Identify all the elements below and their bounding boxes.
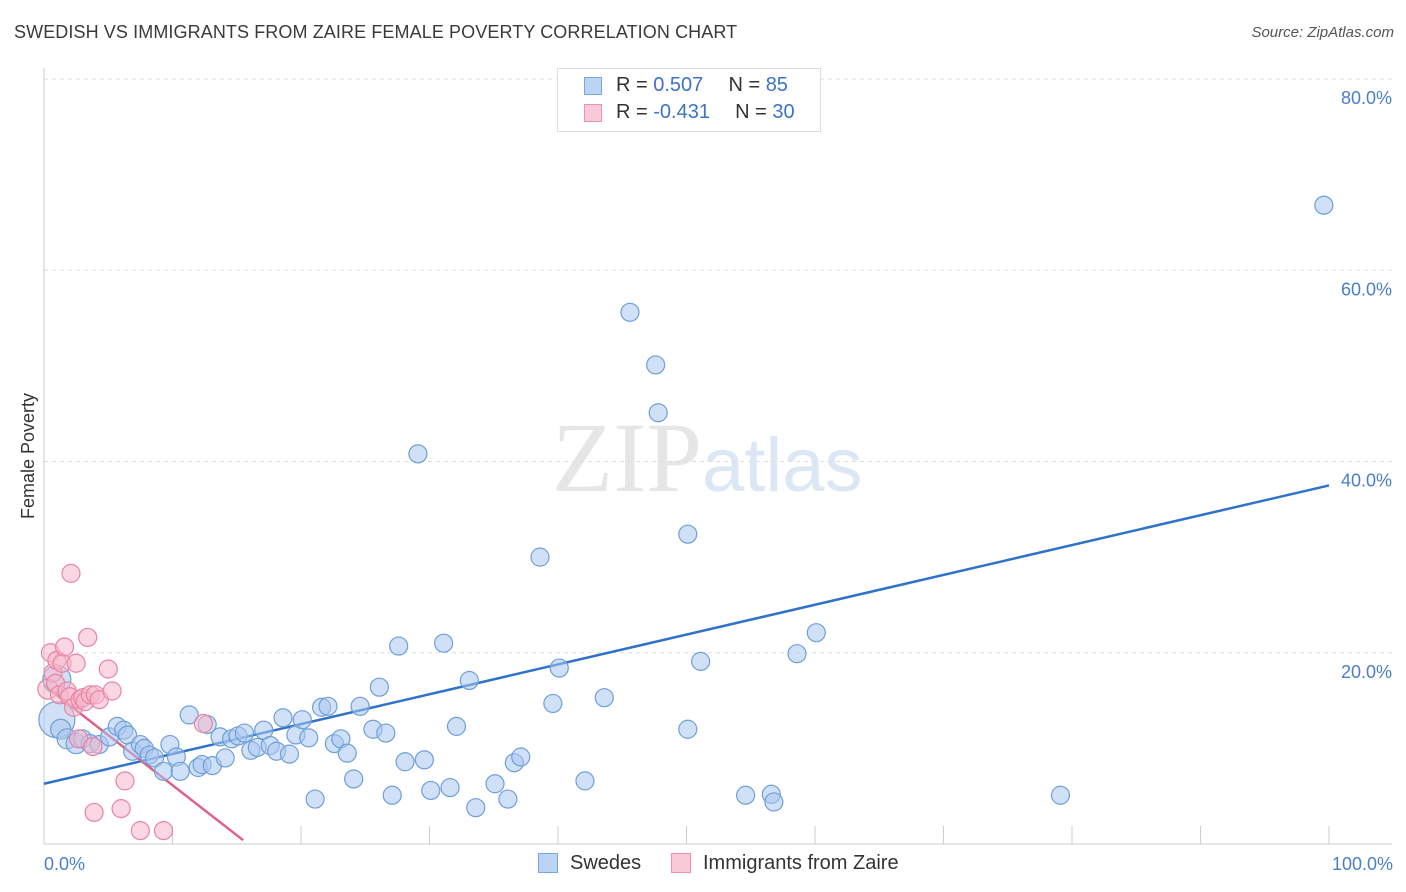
swedes-point bbox=[279, 744, 300, 764]
y-tick-label: 20.0% bbox=[1341, 662, 1392, 682]
swedes-point bbox=[806, 623, 826, 643]
swedes-point bbox=[292, 710, 312, 730]
swedes-point bbox=[691, 651, 711, 671]
swedes-point bbox=[678, 524, 698, 544]
swedes-point bbox=[153, 761, 174, 781]
swedes-point bbox=[543, 693, 563, 714]
swedes-point bbox=[446, 716, 467, 736]
legend-text-zaire: R = -0.431 N = 30 bbox=[616, 101, 795, 124]
watermark-zip: ZIP bbox=[552, 402, 702, 513]
swedes-point bbox=[498, 789, 518, 809]
y-tick-label: 60.0% bbox=[1341, 279, 1392, 299]
swedes-point bbox=[620, 302, 640, 322]
zaire-point bbox=[115, 771, 135, 791]
swedes-point bbox=[144, 748, 165, 768]
legend-n-label: N = bbox=[728, 74, 766, 96]
bottom-legend-label-swedes: Swedes bbox=[570, 852, 642, 874]
stats-legend: R = 0.507 N = 85 R = -0.431 N = 30 bbox=[557, 68, 821, 132]
y-tick-label: 80.0% bbox=[1341, 88, 1392, 108]
swedes-point bbox=[434, 633, 454, 653]
swedes-point bbox=[376, 723, 396, 743]
zaire-point bbox=[78, 627, 98, 648]
zaire-point bbox=[102, 681, 122, 701]
swedes-point bbox=[511, 747, 531, 767]
zaire-point bbox=[153, 821, 174, 841]
legend-swatch-blue bbox=[584, 77, 602, 95]
legend-row-zaire: R = -0.431 N = 30 bbox=[558, 100, 820, 126]
swedes-point bbox=[787, 644, 807, 664]
swedes-point bbox=[764, 792, 784, 812]
legend-text-swedes: R = 0.507 N = 85 bbox=[616, 74, 788, 97]
swedes-point bbox=[234, 723, 255, 743]
zaire-point bbox=[130, 821, 150, 841]
legend-row-swedes: R = 0.507 N = 85 bbox=[558, 73, 820, 99]
zaire-point bbox=[111, 799, 131, 819]
watermark: ZIPatlas bbox=[552, 400, 863, 515]
x-tick-label-min: 0.0% bbox=[44, 854, 85, 874]
swedes-point bbox=[395, 752, 415, 772]
swedes-point bbox=[485, 774, 505, 794]
zaire-point bbox=[54, 637, 75, 657]
swedes-point bbox=[646, 355, 666, 375]
swedes-point bbox=[299, 728, 319, 748]
swedes-point bbox=[382, 785, 402, 805]
swedes-point bbox=[337, 743, 357, 763]
swedes-point bbox=[389, 636, 409, 656]
x-tick-label-max: 100.0% bbox=[1332, 854, 1393, 874]
swedes-point bbox=[414, 750, 434, 770]
data-points bbox=[37, 195, 1334, 841]
swedes-point bbox=[575, 771, 595, 791]
swedes-point bbox=[170, 761, 190, 781]
legend-swatch-pink bbox=[584, 104, 602, 122]
legend-r-label: R = bbox=[616, 74, 654, 96]
swedes-point bbox=[421, 780, 441, 801]
zaire-point bbox=[98, 659, 118, 679]
zaire-point bbox=[66, 653, 86, 673]
swedes-point bbox=[736, 785, 756, 805]
y-tick-label: 40.0% bbox=[1341, 471, 1392, 491]
swedes-point bbox=[594, 688, 614, 708]
y-axis-title: Female Poverty bbox=[18, 393, 38, 519]
swedes-point bbox=[678, 719, 698, 739]
bottom-legend-swatch-blue bbox=[538, 853, 558, 873]
swedes-point bbox=[273, 708, 293, 728]
legend-r-label: R = bbox=[616, 101, 654, 123]
swedes-point bbox=[549, 658, 569, 678]
swedes-point bbox=[1050, 785, 1071, 805]
swedes-point bbox=[440, 777, 460, 798]
swedes-point bbox=[369, 677, 389, 697]
swedes-point bbox=[408, 444, 428, 464]
source-attribution: Source: ZipAtlas.com bbox=[1251, 24, 1394, 41]
swedes-point bbox=[350, 696, 370, 716]
chart-title: SWEDISH VS IMMIGRANTS FROM ZAIRE FEMALE … bbox=[14, 22, 738, 42]
bottom-legend-label-zaire: Immigrants from Zaire bbox=[703, 852, 899, 874]
swedes-point bbox=[459, 670, 479, 691]
watermark-atlas: atlas bbox=[702, 423, 863, 508]
zaire-point bbox=[193, 713, 213, 734]
zaire-point bbox=[84, 802, 104, 823]
swedes-point bbox=[318, 696, 338, 716]
zaire-point bbox=[83, 736, 103, 757]
legend-n-value: 30 bbox=[772, 101, 795, 123]
legend-n-value: 85 bbox=[765, 74, 788, 96]
swedes-point bbox=[305, 789, 325, 809]
zaire-point bbox=[61, 563, 81, 583]
swedes-point bbox=[466, 798, 486, 818]
swedes-point bbox=[215, 748, 235, 768]
bottom-legend-swatch-pink bbox=[671, 853, 691, 873]
legend-r-value: -0.431 bbox=[653, 101, 710, 123]
swedes-point bbox=[344, 769, 364, 789]
swedes-point bbox=[179, 705, 199, 725]
swedes-point bbox=[530, 547, 550, 567]
legend-r-value: 0.507 bbox=[653, 74, 704, 96]
swedes-point bbox=[1314, 195, 1334, 215]
swedes-point bbox=[648, 403, 668, 423]
tick-labels: 20.0% 40.0% 60.0% 80.0% 0.0% 100.0% bbox=[44, 88, 1393, 874]
grid-lines bbox=[44, 78, 1392, 654]
legend-n-label: N = bbox=[735, 101, 773, 123]
